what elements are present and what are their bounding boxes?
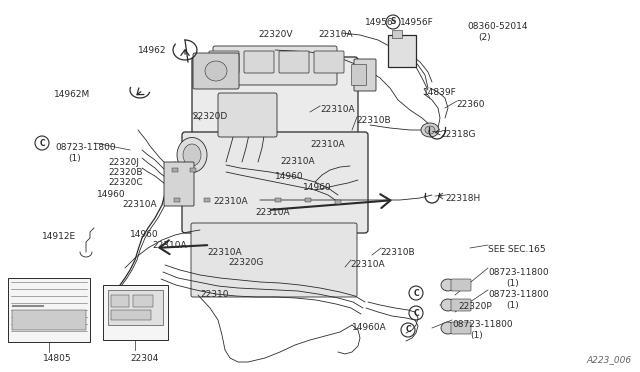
Text: 22310B: 22310B xyxy=(380,248,415,257)
Bar xyxy=(8,278,90,342)
Text: 22310: 22310 xyxy=(200,290,228,299)
Bar xyxy=(172,168,178,172)
Ellipse shape xyxy=(441,279,455,291)
Text: 22320J: 22320J xyxy=(108,158,139,167)
FancyBboxPatch shape xyxy=(279,51,309,73)
Bar xyxy=(174,198,180,202)
Text: (1): (1) xyxy=(506,279,519,288)
Text: 14912E: 14912E xyxy=(42,232,76,241)
FancyBboxPatch shape xyxy=(351,64,367,86)
Text: 22310A: 22310A xyxy=(350,260,385,269)
Text: 08723-11800: 08723-11800 xyxy=(488,290,548,299)
FancyBboxPatch shape xyxy=(193,53,239,89)
FancyBboxPatch shape xyxy=(392,30,402,38)
Text: 22318G: 22318G xyxy=(440,130,476,139)
Bar xyxy=(275,198,281,202)
Text: 14960: 14960 xyxy=(97,190,125,199)
Text: 22310A: 22310A xyxy=(280,157,315,166)
Text: SEE SEC.165: SEE SEC.165 xyxy=(488,245,546,254)
Text: 22320V: 22320V xyxy=(258,30,292,39)
FancyBboxPatch shape xyxy=(164,162,194,206)
Text: 14805: 14805 xyxy=(43,354,72,363)
Bar xyxy=(108,290,163,325)
Bar xyxy=(103,285,168,340)
FancyBboxPatch shape xyxy=(209,51,239,73)
Ellipse shape xyxy=(421,123,439,137)
FancyBboxPatch shape xyxy=(218,93,277,137)
Text: 14962: 14962 xyxy=(138,46,166,55)
FancyBboxPatch shape xyxy=(388,35,416,67)
Text: 22310A: 22310A xyxy=(207,248,242,257)
Ellipse shape xyxy=(441,299,455,311)
Ellipse shape xyxy=(183,144,201,166)
Bar xyxy=(335,200,341,204)
Text: 22304: 22304 xyxy=(130,354,158,363)
FancyBboxPatch shape xyxy=(182,132,368,233)
Bar xyxy=(111,295,129,307)
Text: 22310A: 22310A xyxy=(152,241,187,250)
Text: 14962M: 14962M xyxy=(54,90,90,99)
Ellipse shape xyxy=(441,322,455,334)
Bar xyxy=(204,198,210,202)
Text: (1): (1) xyxy=(470,331,483,340)
Text: 08723-11800: 08723-11800 xyxy=(452,320,513,329)
FancyBboxPatch shape xyxy=(213,46,337,85)
Text: 22320B: 22320B xyxy=(108,168,143,177)
Text: A223_006: A223_006 xyxy=(587,355,632,364)
Text: 22310A: 22310A xyxy=(320,105,355,114)
Text: 08723-11800: 08723-11800 xyxy=(55,143,116,152)
Text: 14960: 14960 xyxy=(303,183,332,192)
Text: (1): (1) xyxy=(68,154,81,163)
Text: C: C xyxy=(39,138,45,148)
Text: C: C xyxy=(413,308,419,317)
FancyBboxPatch shape xyxy=(191,223,357,297)
Text: 22310A: 22310A xyxy=(213,197,248,206)
Ellipse shape xyxy=(205,61,227,81)
Text: 14956: 14956 xyxy=(365,18,394,27)
FancyBboxPatch shape xyxy=(451,299,471,311)
Text: 22320C: 22320C xyxy=(108,178,143,187)
Text: 14956F: 14956F xyxy=(400,18,434,27)
Text: 22318H: 22318H xyxy=(445,194,480,203)
Text: 08723-11800: 08723-11800 xyxy=(488,268,548,277)
Ellipse shape xyxy=(177,138,207,173)
Text: 14960: 14960 xyxy=(275,172,303,181)
Text: 22360: 22360 xyxy=(456,100,484,109)
Text: (1): (1) xyxy=(506,301,519,310)
Text: 22320G: 22320G xyxy=(228,258,264,267)
FancyBboxPatch shape xyxy=(192,57,358,138)
FancyBboxPatch shape xyxy=(451,279,471,291)
Bar xyxy=(12,310,86,330)
Text: 14960A: 14960A xyxy=(352,323,387,332)
Text: 22310A: 22310A xyxy=(255,208,290,217)
FancyBboxPatch shape xyxy=(354,59,376,91)
Text: 22310A: 22310A xyxy=(310,140,344,149)
Bar xyxy=(190,168,196,172)
Bar xyxy=(305,198,311,202)
Text: 22310A: 22310A xyxy=(122,200,157,209)
Text: C: C xyxy=(413,289,419,298)
FancyBboxPatch shape xyxy=(314,51,344,73)
Text: C: C xyxy=(405,326,411,334)
Text: 14960: 14960 xyxy=(130,230,159,239)
Text: 22310A: 22310A xyxy=(318,30,353,39)
Bar xyxy=(133,295,153,307)
Text: 22310B: 22310B xyxy=(356,116,390,125)
Ellipse shape xyxy=(425,126,435,134)
Text: 14839F: 14839F xyxy=(423,88,457,97)
FancyBboxPatch shape xyxy=(451,322,471,334)
Text: 22320P: 22320P xyxy=(458,302,492,311)
Text: S: S xyxy=(390,17,396,26)
FancyBboxPatch shape xyxy=(244,51,274,73)
Text: 08360-52014: 08360-52014 xyxy=(467,22,527,31)
Text: 22320D: 22320D xyxy=(192,112,227,121)
Bar xyxy=(111,310,151,320)
Text: (2): (2) xyxy=(478,33,491,42)
